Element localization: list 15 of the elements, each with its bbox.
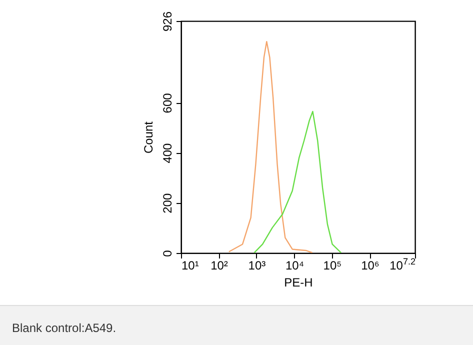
y-tick-label: 926 [160,11,174,32]
y-tick-label: 600 [160,92,174,114]
y-tick-label: 0 [160,250,174,257]
y-tick-label: 200 [160,193,174,214]
y-tick-label: 400 [160,142,174,164]
x-tick-label: 10³ [248,258,266,272]
x-tick-label: 10⁴ [285,258,304,272]
x-tick-label: 10¹ [182,258,199,272]
text: Blank control:A549. [12,321,116,335]
x-tick-label: 10$^{7.2}$ [390,256,416,272]
x-tick-label: 10⁶ [361,258,380,272]
x-tick-label: 10⁵ [323,258,342,272]
x-axis-title: PE-H [284,276,313,290]
y-axis-title: Count [142,120,156,154]
x-tick-label: 10² [210,258,228,272]
